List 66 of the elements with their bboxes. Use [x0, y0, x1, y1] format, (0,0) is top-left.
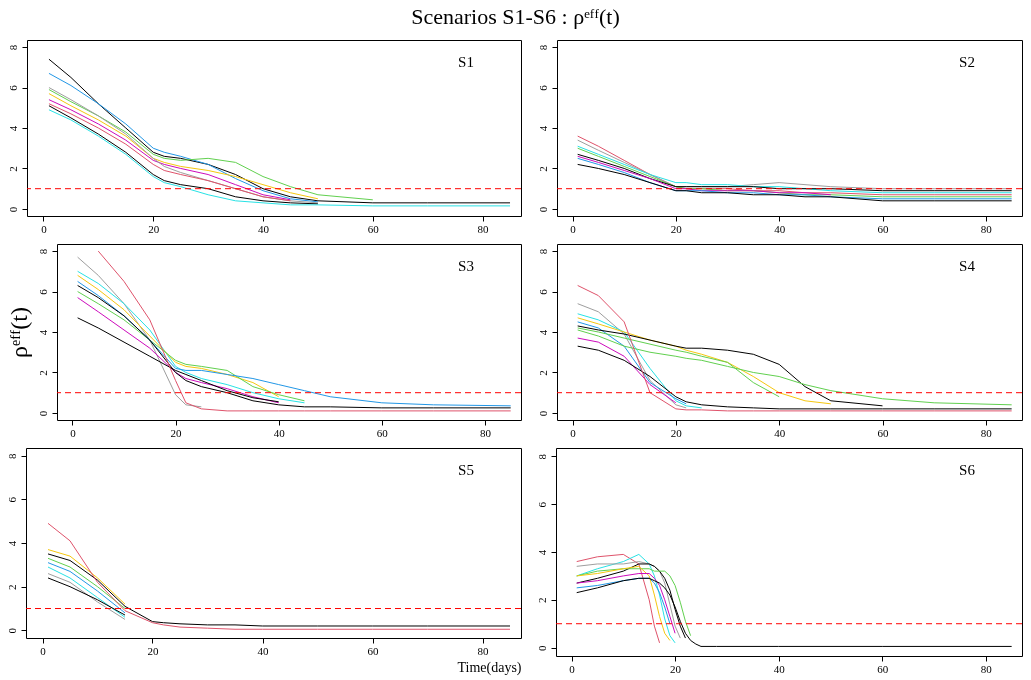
y-tick-label: 0 — [5, 627, 18, 634]
y-tick-label: 4 — [536, 125, 549, 132]
x-tick-label: 40 — [774, 222, 786, 235]
x-tick-label: 60 — [877, 426, 889, 439]
y-tick-label: 8 — [36, 248, 49, 255]
x-tick-label: 60 — [367, 644, 379, 657]
x-tick-label: 40 — [773, 662, 786, 675]
y-tick-label: 6 — [36, 288, 49, 295]
y-tick-label: 0 — [36, 410, 49, 417]
x-tick-label: 20 — [670, 222, 683, 235]
x-tick-label: 20 — [148, 222, 160, 235]
x-tick-label: 20 — [670, 426, 683, 439]
x-tick-label: 60 — [877, 222, 889, 235]
x-tick-label: 0 — [570, 426, 577, 439]
y-tick-label: 6 — [535, 501, 548, 508]
annotation: S6 — [959, 462, 976, 478]
x-tick-label: 60 — [376, 426, 389, 439]
x-tick-label: 80 — [980, 426, 993, 439]
x-tick-label: 40 — [273, 426, 286, 439]
x-tick-label: 60 — [367, 222, 380, 235]
y-tick-label: 6 — [5, 496, 18, 503]
annotation: S5 — [458, 462, 474, 478]
y-tick-label: 6 — [6, 84, 19, 91]
x-axis-title: Time(days) — [457, 659, 522, 676]
y-tick-label: 2 — [535, 597, 548, 604]
y-tick-label: 8 — [5, 452, 18, 459]
annotation: S1 — [458, 54, 474, 70]
y-tick-label: 8 — [536, 44, 549, 51]
x-tick-label: 80 — [980, 222, 993, 235]
x-tick-label: 0 — [570, 222, 577, 235]
x-tick-label: 0 — [70, 426, 77, 439]
y-tick-label: 2 — [536, 370, 549, 376]
y-tick-label: 8 — [536, 248, 549, 255]
y-tick-label: 2 — [536, 166, 549, 172]
y-tick-label: 4 — [535, 549, 548, 556]
y-tick-label: 4 — [5, 540, 18, 547]
y-tick-label: 4 — [536, 329, 549, 336]
x-tick-label: 80 — [477, 644, 489, 657]
y-tick-label: 0 — [6, 206, 19, 213]
annotation: S4 — [959, 258, 976, 274]
annotation: S2 — [959, 54, 975, 70]
y-axis-title: ρᵉᶠᶠ(t) — [5, 307, 32, 358]
x-tick-label: 80 — [477, 222, 490, 235]
y-tick-label: 8 — [6, 44, 19, 51]
x-tick-label: 20 — [147, 644, 159, 657]
y-tick-label: 6 — [536, 84, 549, 91]
y-tick-label: 4 — [36, 329, 49, 336]
x-tick-label: 80 — [980, 662, 993, 675]
x-tick-label: 20 — [170, 426, 183, 439]
y-tick-label: 2 — [6, 166, 19, 172]
y-tick-label: 0 — [536, 206, 549, 213]
x-tick-label: 40 — [258, 222, 270, 235]
x-tick-label: 40 — [257, 644, 269, 657]
x-tick-label: 40 — [774, 426, 786, 439]
y-tick-label: 6 — [536, 288, 549, 295]
x-tick-label: 60 — [877, 662, 889, 675]
x-tick-label: 0 — [569, 662, 576, 675]
y-tick-label: 0 — [536, 410, 549, 417]
y-tick-label: 2 — [5, 584, 18, 590]
chart-title: Scenarios S1-S6 : ρᵉᶠᶠ(t) — [410, 3, 621, 31]
y-tick-label: 4 — [6, 125, 19, 132]
y-tick-label: 2 — [36, 370, 49, 376]
y-tick-label: 8 — [535, 453, 548, 460]
x-tick-label: 80 — [479, 426, 492, 439]
x-tick-label: 20 — [670, 662, 682, 675]
annotation: S3 — [458, 258, 474, 274]
